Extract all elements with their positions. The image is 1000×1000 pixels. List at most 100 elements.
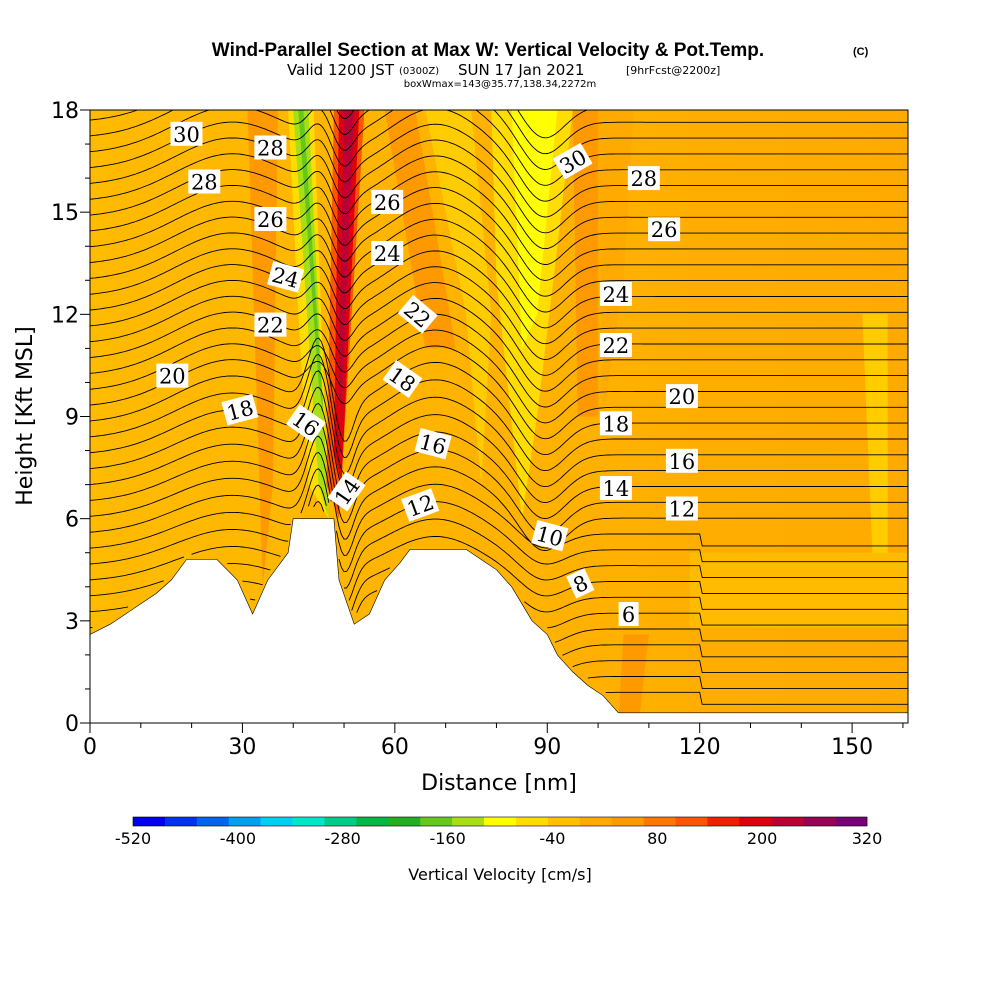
colorbar-swatch — [420, 817, 453, 826]
theta-contour-line — [90, 234, 908, 329]
theta-contour-line — [90, 139, 908, 234]
theta-contour-line — [90, 435, 908, 551]
axes: 0 30 60 90 120 150 0 3 6 9 12 15 18 — [51, 99, 904, 760]
fill-band-yellow-right — [862, 314, 888, 553]
theta-contour-line — [90, 402, 908, 519]
theta-contour-line — [348, 536, 908, 601]
contour-label-text: 14 — [603, 477, 630, 501]
y-tick-label: 3 — [65, 610, 79, 635]
theta-contour-line — [90, 155, 908, 250]
contour-label: 16 — [665, 448, 698, 474]
colorbar-swatch — [579, 817, 612, 826]
y-axis-label: Height [Kft MSL] — [13, 326, 38, 506]
theta-contour-line — [90, 218, 908, 313]
contour-label-box — [414, 427, 452, 460]
contour-label-text: 30 — [173, 123, 200, 147]
contour-label-text: 26 — [374, 191, 401, 215]
colorbar-tick-label: -520 — [115, 829, 151, 848]
colorbar-swatch — [547, 817, 581, 826]
colorbar-tick-label: 80 — [647, 829, 667, 848]
colorbar-swatch — [835, 817, 868, 826]
contour-label-text: 24 — [374, 242, 401, 266]
contour-label-box — [156, 363, 189, 388]
colorbar-tick-label: 320 — [852, 829, 883, 848]
theta-contour-line — [562, 644, 908, 658]
contour-label-text: 22 — [603, 334, 630, 358]
fill-band-green-core — [298, 110, 324, 417]
y-tick-label: 12 — [51, 303, 79, 328]
theta-contour-line — [300, 468, 330, 514]
theta-contour-line — [356, 590, 378, 613]
contour-label: 8 — [566, 568, 595, 599]
contour-label-text: 20 — [669, 385, 696, 409]
x-tick-label: 60 — [381, 735, 409, 760]
theta-contour-line — [90, 337, 908, 456]
y-tick-label: 6 — [65, 508, 79, 533]
theta-contour-line — [90, 329, 908, 424]
contour-label-box — [599, 281, 632, 306]
contour-label-box — [267, 261, 305, 293]
theta-contour-line — [90, 110, 908, 186]
theta-contour-line — [351, 567, 391, 611]
theta-contour-line — [313, 500, 325, 512]
forecast-note: [9hrFcst@2200z] — [626, 64, 720, 77]
colorbar-swatch — [324, 817, 357, 826]
valid-prefix: Valid 1200 JST — [287, 61, 395, 79]
colorbar: -520 -400 -280 -160 -40 80 200 320 — [115, 816, 883, 848]
contour-label-box — [188, 169, 221, 194]
contour-label: 20 — [665, 384, 698, 409]
theta-contour-line — [90, 345, 908, 440]
theta-contour-line — [90, 282, 908, 376]
contour-label-text: 20 — [159, 365, 186, 389]
theta-contour-line — [90, 110, 908, 170]
contour-label-box — [566, 568, 595, 599]
theta-contour-line — [90, 266, 908, 360]
theta-contour-line — [90, 171, 908, 265]
chart-title: Wind-Parallel Section at Max W: Vertical… — [212, 40, 764, 61]
box-info: boxWmax=143@35.77,138.34,2272m — [404, 79, 596, 90]
theta-contour-line — [227, 563, 271, 571]
contour-label-text: 26 — [257, 208, 284, 232]
fill-band-orange-east — [572, 110, 599, 417]
contour-label-box — [552, 142, 593, 180]
contour-label-text: 28 — [257, 137, 284, 161]
contour-label: 24 — [371, 241, 404, 266]
colorbar-swatch — [515, 817, 549, 826]
contour-label: 28 — [188, 169, 221, 195]
theta-contour-line — [554, 628, 908, 643]
theta-contour-line — [90, 419, 908, 535]
theta-contour-line — [90, 123, 908, 218]
theta-contour-layer — [90, 110, 908, 705]
colorbar-swatch — [771, 817, 804, 826]
contour-label-box — [327, 471, 366, 512]
colorbar-tick-label: -280 — [325, 829, 361, 848]
contour-label-text: 28 — [630, 167, 657, 191]
fill-band-orange-mid — [384, 110, 456, 349]
theta-contour-line — [90, 202, 908, 297]
contour-label: 18 — [599, 411, 632, 436]
theta-contour-line — [90, 353, 908, 472]
contour-label: 24 — [267, 261, 305, 293]
theta-contour-line — [343, 518, 908, 589]
contour-label-box — [599, 476, 632, 500]
theta-contour-line — [90, 451, 332, 533]
colorbar-swatch — [739, 817, 772, 826]
x-tick-label: 90 — [533, 735, 561, 760]
x-tick-label: 30 — [228, 735, 256, 760]
theta-contour-line — [524, 596, 908, 613]
theta-contour-line — [335, 483, 908, 556]
colorbar-swatch — [292, 817, 325, 826]
theta-contour-line — [90, 110, 908, 155]
theta-contour-line — [90, 511, 291, 549]
colorbar-swatch — [228, 817, 261, 826]
contour-label-box — [618, 602, 639, 626]
contour-label-text: 18 — [603, 412, 630, 436]
contour-label: 28 — [627, 166, 660, 191]
contour-label-box — [599, 333, 632, 357]
colorbar-swatch — [484, 817, 517, 826]
contour-label-text: 24 — [603, 283, 630, 307]
theta-contour-line — [90, 529, 289, 565]
contour-label-box — [254, 135, 287, 160]
